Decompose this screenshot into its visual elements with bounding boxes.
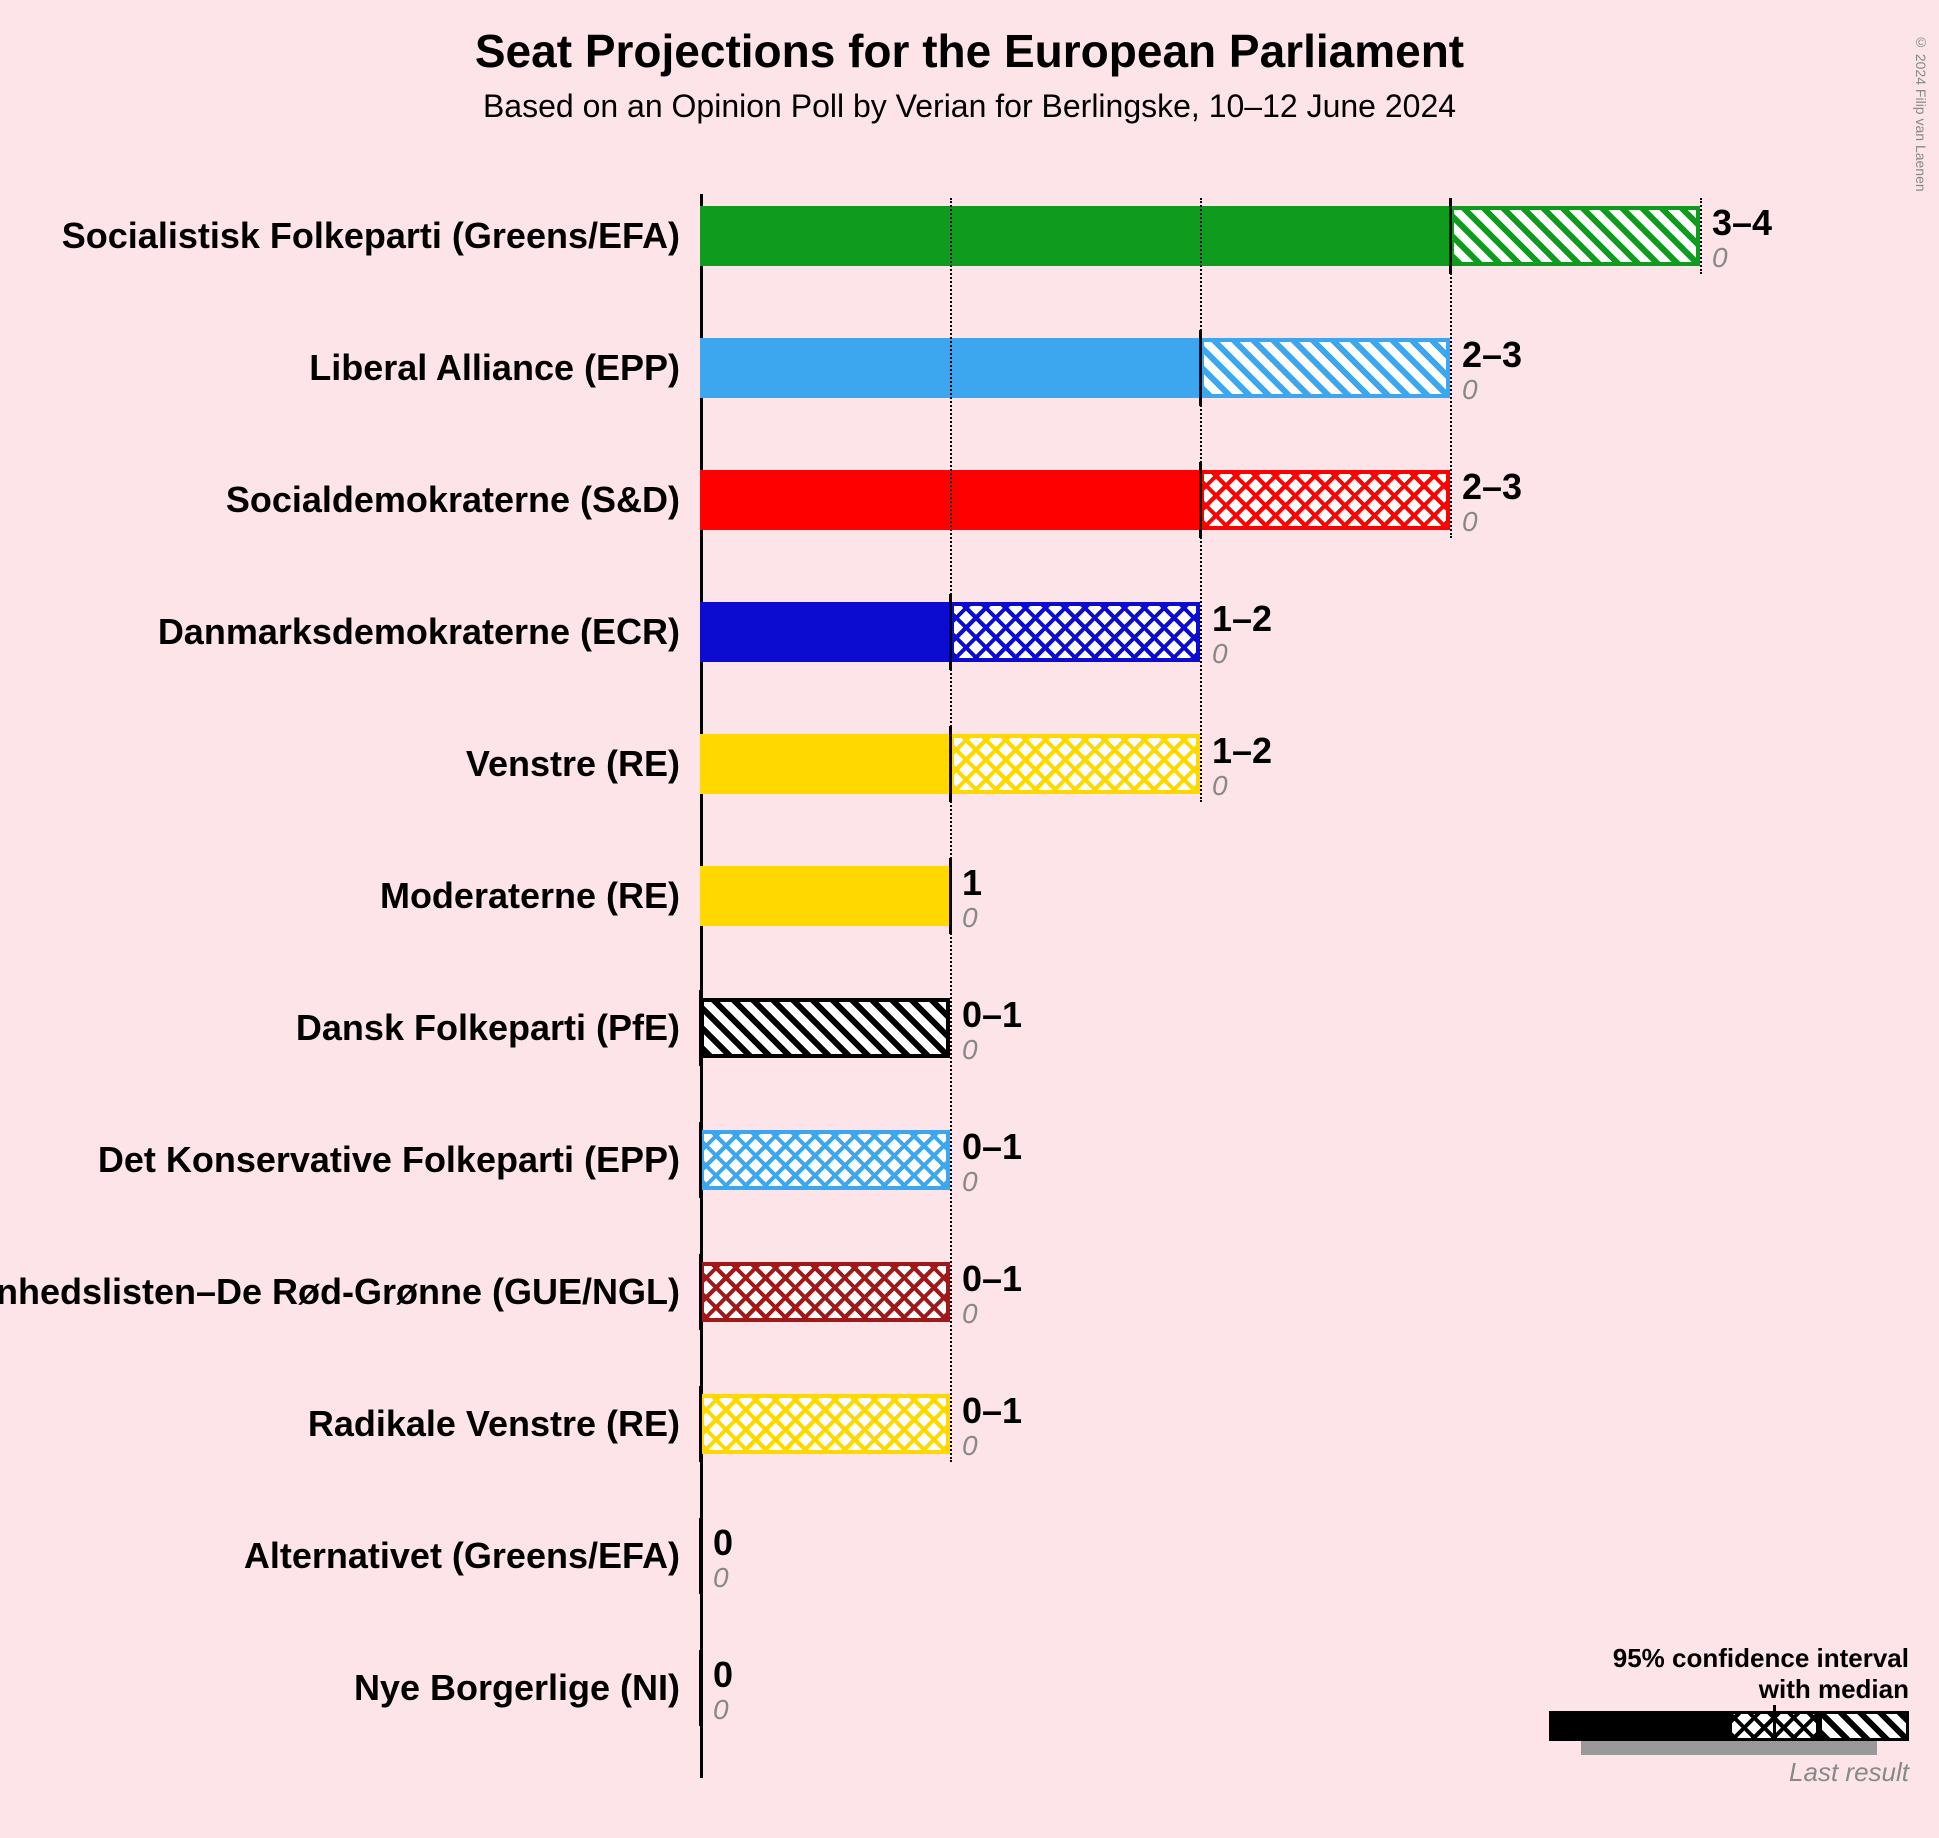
bar-confidence-interval bbox=[700, 1262, 950, 1322]
range-label: 0–1 bbox=[950, 994, 1022, 1036]
legend: 95% confidence interval with median Last… bbox=[1549, 1643, 1909, 1788]
bar-confidence-interval bbox=[700, 1394, 950, 1454]
range-label: 2–3 bbox=[1450, 466, 1522, 508]
range-label: 1–2 bbox=[1200, 730, 1272, 772]
range-label: 0–1 bbox=[950, 1390, 1022, 1432]
bar-solid bbox=[700, 206, 1450, 266]
bar-confidence-interval bbox=[1200, 470, 1450, 530]
bar-confidence-interval bbox=[1450, 206, 1700, 266]
bar-confidence-interval bbox=[950, 734, 1200, 794]
bar-solid bbox=[700, 602, 950, 662]
party-row: Det Konservative Folkeparti (EPP)0–10 bbox=[700, 1130, 950, 1190]
last-result-label: 0 bbox=[950, 1034, 978, 1066]
gridline bbox=[1450, 198, 1452, 538]
median-tick bbox=[699, 990, 702, 1066]
last-result-label: 0 bbox=[950, 902, 978, 934]
party-label: Dansk Folkeparti (PfE) bbox=[296, 1007, 700, 1049]
last-result-label: 0 bbox=[1450, 374, 1478, 406]
bar-confidence-interval bbox=[700, 1130, 950, 1190]
median-tick bbox=[699, 1254, 702, 1330]
last-result-label: 0 bbox=[950, 1430, 978, 1462]
bar-confidence-interval bbox=[700, 998, 950, 1058]
last-result-label: 0 bbox=[701, 1562, 729, 1594]
last-result-label: 0 bbox=[701, 1694, 729, 1726]
legend-last-label: Last result bbox=[1549, 1757, 1909, 1788]
party-label: Venstre (RE) bbox=[466, 743, 700, 785]
copyright-text: © 2024 Filip van Laenen bbox=[1913, 34, 1929, 192]
range-label: 3–4 bbox=[1700, 202, 1772, 244]
party-row: Alternativet (Greens/EFA)00 bbox=[700, 1526, 701, 1586]
last-result-label: 0 bbox=[1200, 770, 1228, 802]
party-label: Nye Borgerlige (NI) bbox=[354, 1667, 700, 1709]
party-row: Enhedslisten–De Rød-Grønne (GUE/NGL)0–10 bbox=[700, 1262, 950, 1322]
party-label: Moderaterne (RE) bbox=[380, 875, 700, 917]
median-tick bbox=[699, 1386, 702, 1462]
legend-diag-hatch bbox=[1819, 1711, 1909, 1741]
last-result-label: 0 bbox=[1200, 638, 1228, 670]
bar-solid bbox=[700, 866, 950, 926]
bar-confidence-interval bbox=[950, 602, 1200, 662]
party-row: Socialdemokraterne (S&D)2–30 bbox=[700, 470, 1450, 530]
legend-solid bbox=[1549, 1711, 1729, 1741]
legend-title: 95% confidence interval with median bbox=[1549, 1643, 1909, 1705]
party-row: Nye Borgerlige (NI)00 bbox=[700, 1658, 701, 1718]
chart-title: Seat Projections for the European Parlia… bbox=[0, 24, 1939, 78]
party-label: Danmarksdemokraterne (ECR) bbox=[158, 611, 700, 653]
range-label: 0–1 bbox=[950, 1258, 1022, 1300]
bar-confidence-interval bbox=[1200, 338, 1450, 398]
last-result-label: 0 bbox=[950, 1166, 978, 1198]
range-label: 0 bbox=[701, 1654, 733, 1696]
range-label: 1–2 bbox=[1200, 598, 1272, 640]
party-label: Liberal Alliance (EPP) bbox=[309, 347, 700, 389]
legend-bar bbox=[1549, 1711, 1909, 1741]
gridline bbox=[1200, 198, 1202, 802]
range-label: 0–1 bbox=[950, 1126, 1022, 1168]
party-row: Radikale Venstre (RE)0–10 bbox=[700, 1394, 950, 1454]
gridline bbox=[950, 198, 952, 1462]
party-row: Liberal Alliance (EPP)2–30 bbox=[700, 338, 1450, 398]
legend-last-result-bar bbox=[1581, 1741, 1876, 1755]
party-label: Det Konservative Folkeparti (EPP) bbox=[98, 1139, 700, 1181]
last-result-label: 0 bbox=[1450, 506, 1478, 538]
range-label: 2–3 bbox=[1450, 334, 1522, 376]
range-label: 1 bbox=[950, 862, 982, 904]
party-label: Socialdemokraterne (S&D) bbox=[226, 479, 700, 521]
party-label: Radikale Venstre (RE) bbox=[308, 1403, 700, 1445]
party-label: Enhedslisten–De Rød-Grønne (GUE/NGL) bbox=[0, 1271, 700, 1313]
bar-solid bbox=[700, 734, 950, 794]
last-result-label: 0 bbox=[950, 1298, 978, 1330]
party-row: Moderaterne (RE)10 bbox=[700, 866, 950, 926]
last-result-label: 0 bbox=[1700, 242, 1728, 274]
party-label: Socialistisk Folkeparti (Greens/EFA) bbox=[62, 215, 700, 257]
range-label: 0 bbox=[701, 1522, 733, 1564]
median-tick bbox=[699, 1122, 702, 1198]
party-row: Dansk Folkeparti (PfE)0–10 bbox=[700, 998, 950, 1058]
seat-projection-chart: Socialistisk Folkeparti (Greens/EFA)3–40… bbox=[700, 194, 1700, 1778]
party-label: Alternativet (Greens/EFA) bbox=[244, 1535, 700, 1577]
gridline bbox=[1700, 198, 1702, 274]
chart-subtitle: Based on an Opinion Poll by Verian for B… bbox=[0, 88, 1939, 125]
